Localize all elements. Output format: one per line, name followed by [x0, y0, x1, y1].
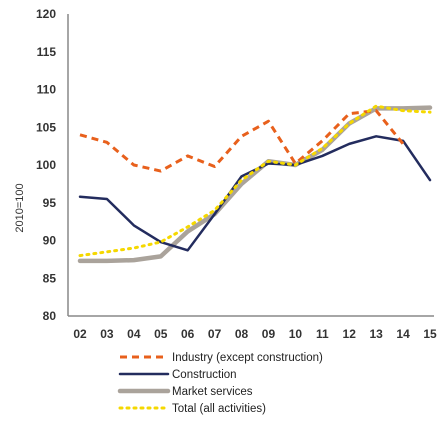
- y-tick-label: 105: [36, 120, 56, 134]
- x-tick-label: 13: [369, 327, 383, 341]
- y-tick-label: 110: [37, 83, 57, 97]
- y-tick-label: 85: [43, 271, 57, 285]
- x-tick-label: 08: [235, 327, 249, 341]
- y-tick-label: 80: [43, 309, 57, 323]
- x-tick-label: 05: [154, 327, 168, 341]
- x-tick-labels: 02 03 04 05 06 07 08 09 10 11 12 13 14 15: [73, 327, 437, 341]
- x-tick-label: 12: [343, 327, 357, 341]
- y-tick-label: 120: [36, 7, 56, 21]
- y-tick-label: 95: [43, 196, 57, 210]
- x-tick-label: 02: [73, 327, 87, 341]
- series-line-2: [77, 105, 433, 264]
- legend-label: Industry (except construction): [172, 352, 323, 364]
- x-tick-label: 09: [262, 327, 276, 341]
- series-line-1: [78, 135, 432, 252]
- y-tick-labels: 80 85 90 95 100 105 110 115 120: [36, 7, 56, 323]
- y-tick-label: 100: [36, 158, 56, 172]
- y-tick-label: 115: [37, 45, 57, 59]
- legend-label: Market services: [172, 386, 253, 398]
- x-tick-label: 03: [100, 327, 114, 341]
- series-line-3: [78, 104, 432, 258]
- x-tick-label: 06: [181, 327, 195, 341]
- legend-label: Total (all activities): [172, 403, 266, 415]
- x-tick-label: 11: [316, 327, 329, 341]
- x-tick-label: 10: [289, 327, 303, 341]
- y-axis-label: 2010=100: [14, 183, 26, 232]
- legend: Industry (except construction) Constructi…: [117, 352, 323, 415]
- axes: [67, 14, 434, 317]
- series-line-0: [79, 109, 405, 173]
- x-tick-label: 14: [396, 327, 410, 341]
- y-tick-label: 90: [43, 234, 57, 248]
- legend-label: Construction: [172, 369, 237, 381]
- x-tick-label: 04: [127, 327, 141, 341]
- series-lines: [77, 104, 433, 264]
- x-tick-label: 07: [208, 327, 222, 341]
- x-tick-label: 15: [423, 327, 437, 341]
